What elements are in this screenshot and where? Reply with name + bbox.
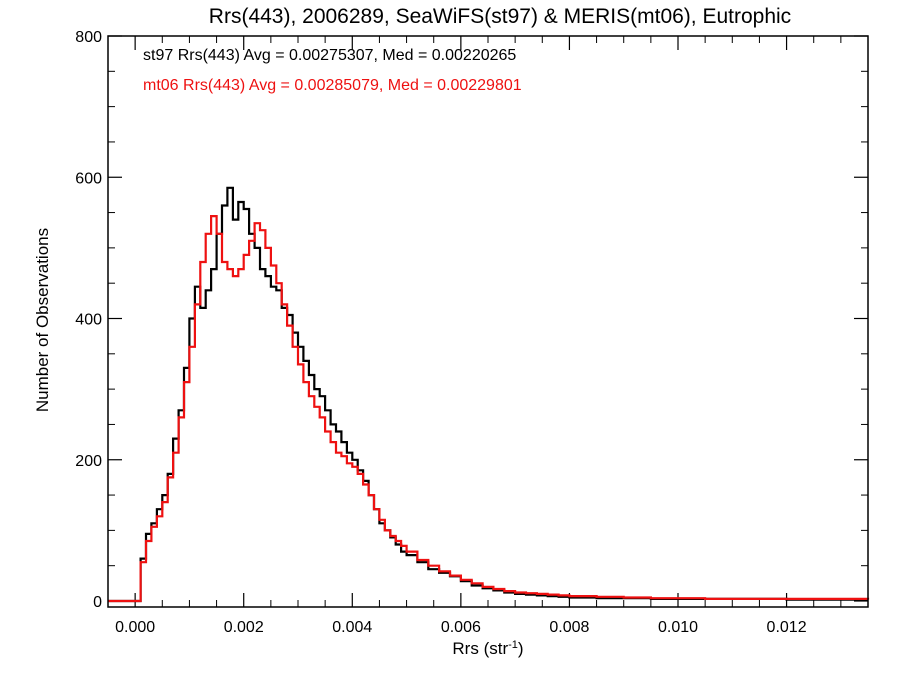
x-tick-label: 0.006 bbox=[441, 619, 481, 636]
x-axis-label-end: ) bbox=[518, 639, 524, 658]
y-tick-label: 800 bbox=[75, 29, 102, 46]
x-axis-label-superscript: -1 bbox=[508, 639, 518, 651]
x-tick-label: 0.004 bbox=[332, 619, 372, 636]
x-tick-label: 0.010 bbox=[658, 619, 698, 636]
x-tick-label: 0.012 bbox=[767, 619, 807, 636]
legend-st97: st97 Rrs(443) Avg = 0.00275307, Med = 0.… bbox=[143, 47, 516, 64]
y-tick-label: 600 bbox=[75, 170, 102, 187]
x-tick-label: 0.008 bbox=[549, 619, 589, 636]
y-tick-label: 0 bbox=[93, 594, 102, 611]
y-axis: 0 200 400 600 800 bbox=[75, 29, 868, 611]
x-tick-label: 0.002 bbox=[224, 619, 264, 636]
x-axis: 0.000 0.002 0.004 0.006 0.008 0.010 0.012 bbox=[107, 36, 869, 636]
series-group bbox=[108, 186, 870, 603]
x-tick-label: 0.000 bbox=[115, 619, 155, 636]
x-axis-label-main: Rrs (str bbox=[452, 639, 508, 658]
y-tick-label: 400 bbox=[75, 312, 102, 329]
x-axis-label: Rrs (str-1) bbox=[452, 639, 523, 658]
series-line-mt06 bbox=[108, 215, 870, 603]
y-axis-label: Number of Observations bbox=[33, 228, 52, 412]
chart-title: Rrs(443), 2006289, SeaWiFS(st97) & MERIS… bbox=[209, 5, 791, 28]
plot-frame bbox=[107, 35, 869, 608]
y-tick-label: 200 bbox=[75, 453, 102, 470]
legend-mt06: mt06 Rrs(443) Avg = 0.00285079, Med = 0.… bbox=[143, 77, 522, 94]
